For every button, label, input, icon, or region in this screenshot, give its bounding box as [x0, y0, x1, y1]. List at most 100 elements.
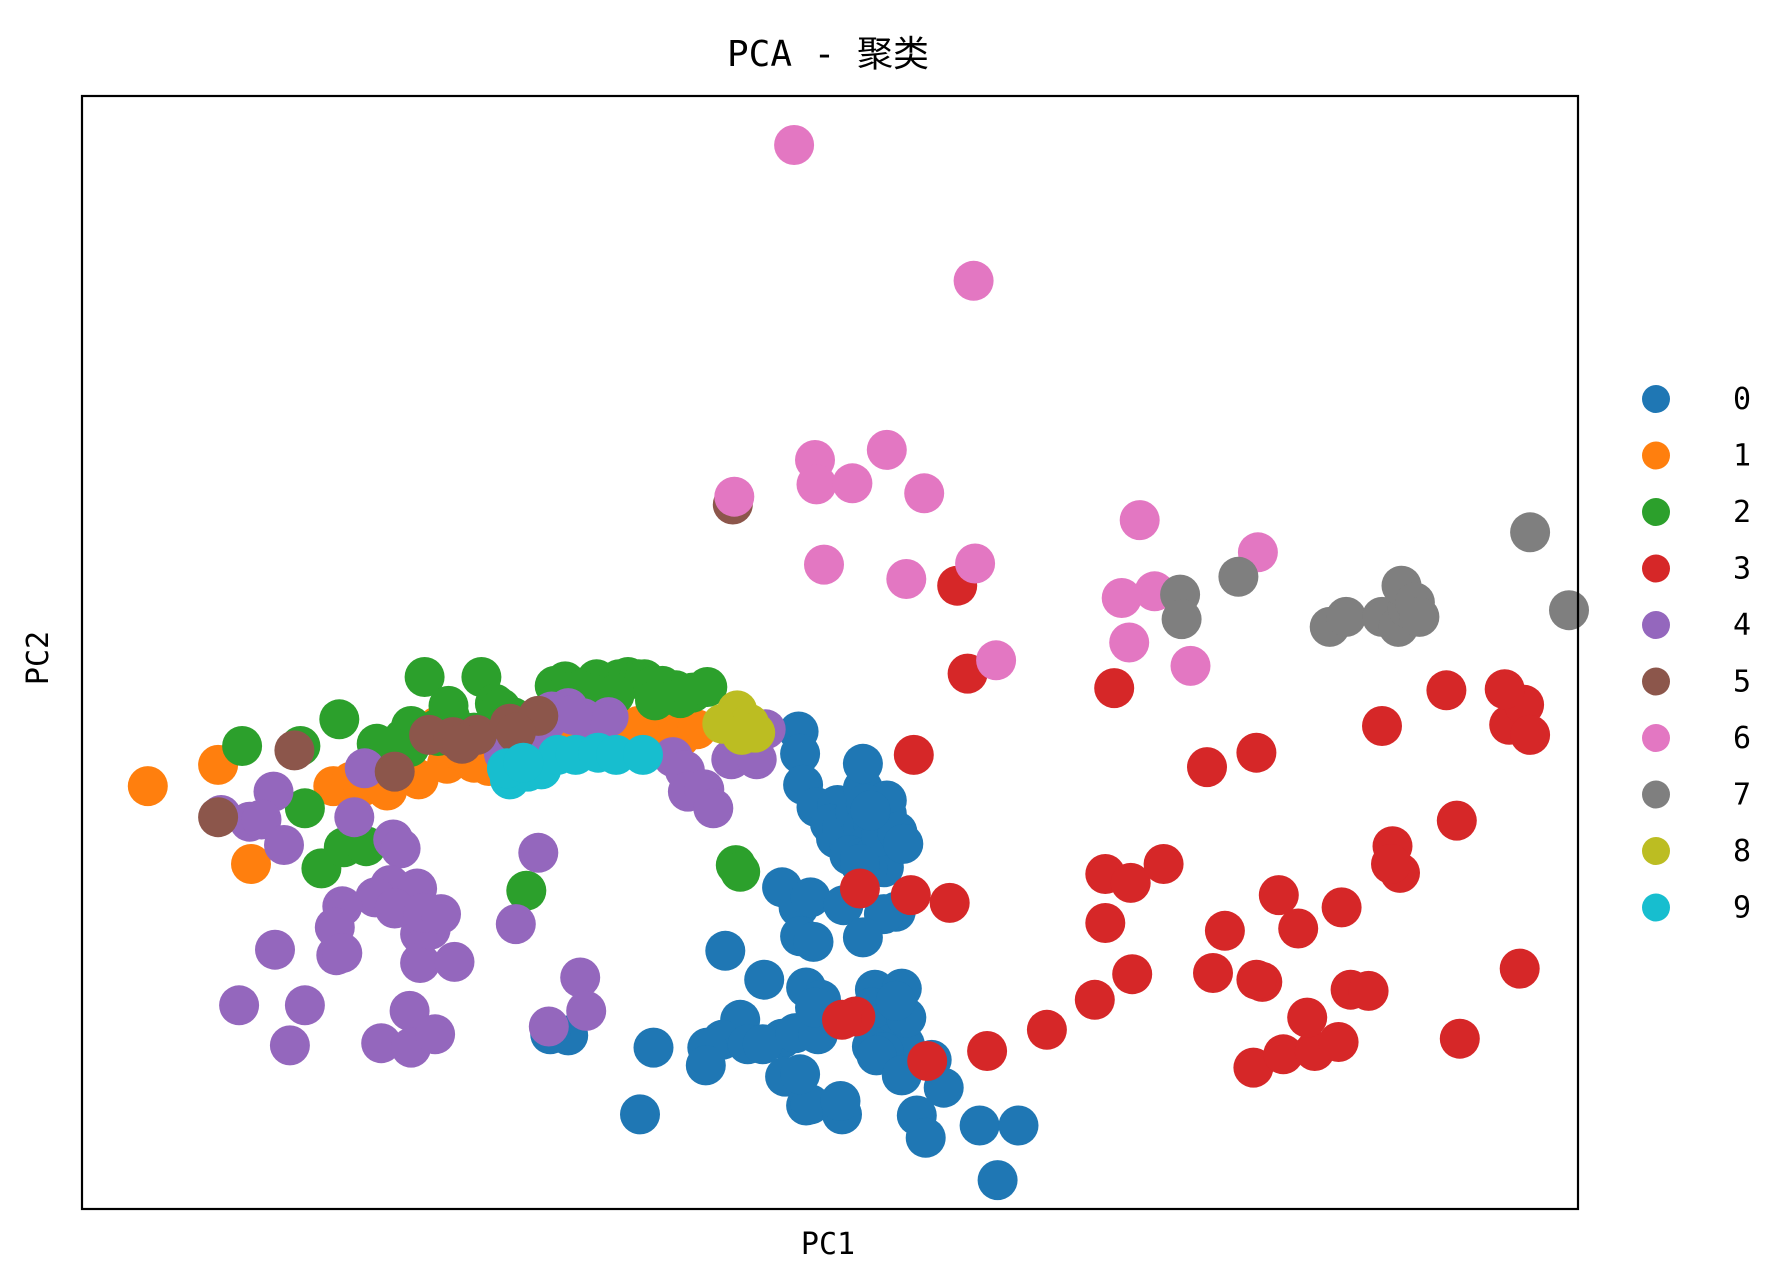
- point-cluster-4: [284, 985, 325, 1026]
- point-cluster-4: [495, 904, 536, 945]
- point-cluster-2: [319, 699, 360, 740]
- point-cluster-4: [518, 832, 559, 873]
- point-cluster-4: [400, 943, 441, 983]
- legend-item-3: 3: [1642, 552, 1751, 587]
- legend-item-2: 2: [1642, 495, 1751, 530]
- point-cluster-4: [269, 1025, 310, 1066]
- legend: 0 1 2 3 4 5 6 7 8 9: [1642, 382, 1751, 926]
- point-cluster-4: [434, 941, 475, 982]
- series-0: [530, 711, 1039, 1201]
- point-cluster-6: [953, 260, 994, 301]
- point-cluster-4: [334, 797, 375, 838]
- point-cluster-6: [1119, 500, 1160, 541]
- point-cluster-4: [693, 788, 734, 829]
- point-cluster-2: [428, 685, 469, 726]
- point-cluster-6: [774, 125, 815, 165]
- point-cluster-3: [1436, 800, 1477, 841]
- point-cluster-3: [1236, 959, 1277, 1000]
- point-cluster-3: [1236, 732, 1277, 773]
- point-cluster-3: [1510, 714, 1551, 755]
- point-cluster-5: [442, 723, 482, 764]
- point-cluster-0: [998, 1105, 1039, 1146]
- point-cluster-3: [1204, 910, 1245, 951]
- point-cluster-2: [687, 667, 728, 707]
- point-cluster-4: [560, 957, 601, 998]
- legend-marker: [1642, 780, 1670, 809]
- point-cluster-4: [361, 1023, 402, 1064]
- point-cluster-6: [1170, 645, 1211, 686]
- point-cluster-3: [1278, 908, 1319, 949]
- legend-marker: [1642, 893, 1670, 922]
- legend-label: 7: [1733, 778, 1751, 813]
- point-cluster-0: [744, 959, 785, 1000]
- point-cluster-3: [1112, 954, 1153, 995]
- point-cluster-5: [198, 797, 239, 838]
- point-cluster-4: [255, 929, 295, 970]
- series-3: [822, 565, 1551, 1088]
- point-cluster-6: [714, 476, 755, 517]
- point-cluster-6: [976, 640, 1017, 681]
- point-cluster-3: [929, 882, 970, 923]
- point-cluster-0: [780, 733, 821, 774]
- point-cluster-4: [566, 990, 607, 1031]
- point-cluster-3: [967, 1031, 1008, 1071]
- point-cluster-3: [1426, 670, 1467, 711]
- point-cluster-3: [890, 875, 931, 916]
- point-cluster-9: [503, 742, 544, 783]
- point-cluster-2: [284, 788, 325, 829]
- point-cluster-3: [1348, 970, 1389, 1011]
- legend-item-4: 4: [1642, 608, 1751, 643]
- legend-item-5: 5: [1642, 665, 1751, 700]
- legend-item-1: 1: [1642, 439, 1751, 474]
- point-cluster-4: [588, 697, 629, 738]
- point-cluster-0: [790, 1084, 831, 1125]
- legend-marker: [1642, 837, 1670, 865]
- point-cluster-3: [1233, 1047, 1274, 1088]
- point-cluster-2: [635, 680, 675, 721]
- point-cluster-3: [1187, 747, 1227, 788]
- point-cluster-0: [780, 1054, 821, 1095]
- legend-marker: [1642, 385, 1670, 413]
- point-cluster-3: [1318, 1022, 1359, 1062]
- series-4: [201, 688, 786, 1068]
- legend-label: 9: [1733, 891, 1751, 926]
- point-cluster-5: [274, 730, 315, 771]
- point-cluster-6: [866, 429, 907, 470]
- point-cluster-3: [907, 1041, 948, 1081]
- point-cluster-3: [1439, 1018, 1480, 1059]
- legend-label: 4: [1733, 608, 1751, 643]
- point-cluster-5: [374, 751, 415, 792]
- point-cluster-8: [721, 714, 762, 755]
- point-cluster-6: [796, 464, 837, 505]
- point-cluster-0: [842, 917, 883, 958]
- series-8: [702, 690, 776, 755]
- plot-frame: [80, 94, 1580, 1211]
- point-cluster-1: [231, 844, 271, 884]
- x-axis-label: PC1: [801, 1227, 855, 1262]
- point-cluster-0: [705, 930, 746, 971]
- point-cluster-3: [839, 868, 880, 909]
- point-cluster-4: [264, 825, 304, 865]
- point-cluster-3: [1499, 948, 1540, 989]
- point-cluster-3: [1193, 953, 1233, 993]
- point-cluster-7: [1218, 556, 1259, 597]
- point-cluster-3: [1263, 1034, 1304, 1075]
- point-cluster-3: [1143, 844, 1184, 884]
- point-cluster-3: [1074, 979, 1115, 1020]
- series-9: [486, 732, 663, 800]
- legend-label: 3: [1733, 552, 1751, 587]
- point-cluster-0: [850, 790, 891, 831]
- point-cluster-3: [1258, 875, 1299, 916]
- point-cluster-3: [1371, 844, 1411, 884]
- point-cluster-4: [380, 828, 421, 869]
- point-cluster-7: [1326, 596, 1367, 637]
- point-cluster-0: [685, 1045, 726, 1086]
- point-cluster-7: [1549, 590, 1589, 631]
- point-cluster-5: [495, 712, 536, 753]
- legend-marker: [1642, 724, 1670, 752]
- point-cluster-6: [886, 559, 927, 599]
- point-cluster-6: [1109, 622, 1150, 663]
- legend-label: 0: [1733, 382, 1751, 417]
- legend-item-0: 0: [1642, 382, 1751, 417]
- legend-marker: [1642, 498, 1670, 526]
